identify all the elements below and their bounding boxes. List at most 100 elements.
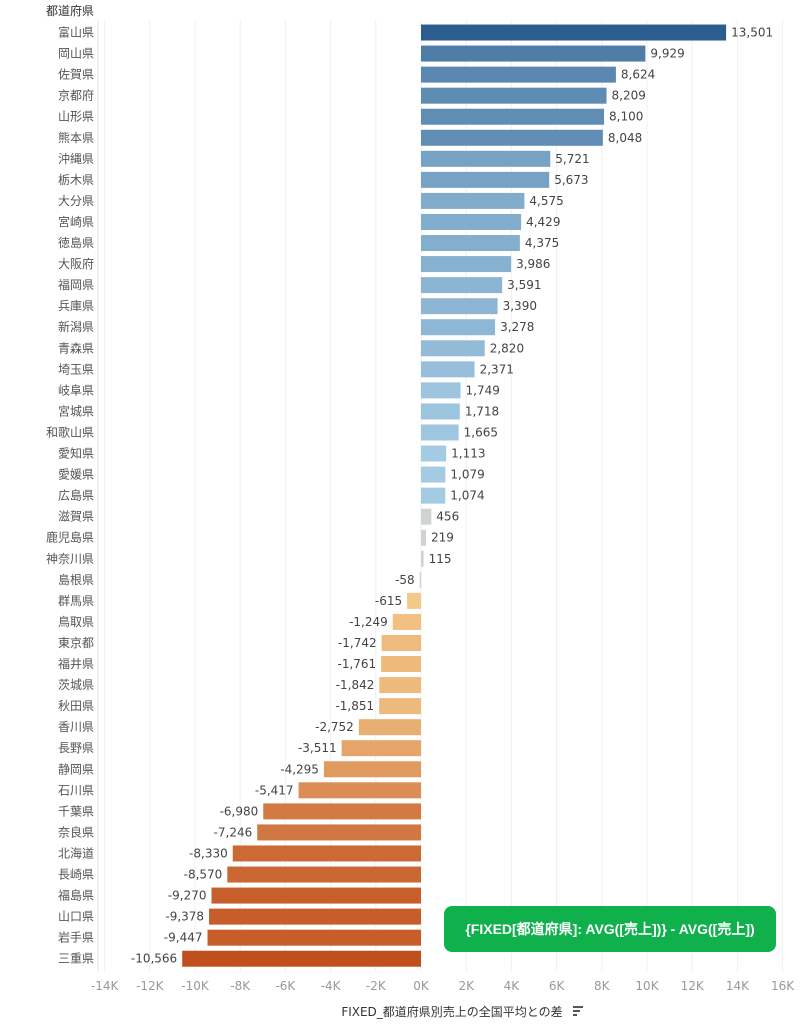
bar[interactable] (421, 340, 485, 357)
bar-row[interactable]: 茨城県 -1,842 (58, 677, 421, 694)
bar-row[interactable]: 静岡県 -4,295 (58, 761, 421, 778)
bar-row[interactable]: 神奈川県 115 (46, 550, 452, 567)
bar-row[interactable]: 山口県 -9,378 (58, 908, 421, 925)
bar[interactable] (341, 740, 421, 757)
bar-row[interactable]: 秋田県 -1,851 (58, 698, 421, 715)
bar[interactable] (232, 845, 421, 862)
bar-row[interactable]: 岡山県 9,929 (58, 45, 685, 62)
value-label: 1,749 (466, 383, 500, 397)
bar[interactable] (257, 824, 421, 841)
bar-row[interactable]: 和歌山県 1,665 (46, 424, 498, 441)
bar[interactable] (407, 592, 421, 609)
bar[interactable] (421, 87, 607, 104)
bar-row[interactable]: 埼玉県 2,371 (58, 361, 514, 378)
bar[interactable] (421, 361, 475, 378)
bar[interactable] (381, 634, 421, 651)
value-label: -1,742 (338, 636, 377, 650)
bar-row[interactable]: 千葉県 -6,980 (58, 803, 421, 820)
bar[interactable] (421, 298, 498, 315)
bar-row[interactable]: 石川県 -5,417 (58, 782, 421, 799)
bar[interactable] (421, 213, 522, 230)
bar[interactable] (323, 761, 421, 778)
bar-row[interactable]: 長崎県 -8,570 (58, 866, 421, 883)
bar-row[interactable]: 長野県 -3,511 (58, 740, 421, 757)
bar[interactable] (421, 45, 646, 62)
bar[interactable] (421, 508, 432, 525)
bar-row[interactable]: 福島県 -9,270 (58, 887, 421, 904)
bar-row[interactable]: 群馬県 -615 (58, 592, 421, 609)
bar[interactable] (421, 129, 603, 146)
bar-row[interactable]: 山形県 8,100 (58, 108, 643, 125)
bar[interactable] (421, 256, 512, 273)
bar[interactable] (211, 887, 421, 904)
bar-row[interactable]: 岩手県 -9,447 (58, 929, 421, 946)
bar[interactable] (207, 929, 421, 946)
value-label: 1,665 (464, 425, 498, 439)
bar-row[interactable]: 宮崎県 4,429 (58, 213, 560, 230)
bar[interactable] (421, 235, 520, 252)
bar[interactable] (421, 424, 459, 441)
bar-row[interactable]: 富山県 13,501 (58, 24, 773, 41)
bar-row[interactable]: 鹿児島県 219 (46, 529, 454, 546)
bar-row[interactable]: 愛知県 1,113 (58, 445, 486, 462)
category-label: 群馬県 (58, 594, 94, 608)
bar[interactable] (421, 466, 446, 483)
bar[interactable] (421, 550, 424, 567)
bar[interactable] (182, 950, 421, 967)
bar-row[interactable]: 滋賀県 456 (58, 508, 459, 525)
category-label: 岡山県 (58, 47, 94, 61)
bar[interactable] (421, 445, 447, 462)
bar[interactable] (379, 677, 421, 694)
bar[interactable] (263, 803, 421, 820)
bar-row[interactable]: 宮城県 1,718 (58, 403, 499, 420)
bar-row[interactable]: 東京都 -1,742 (58, 634, 421, 651)
bar-row[interactable]: 栃木県 5,673 (58, 171, 589, 188)
bar[interactable] (421, 192, 525, 209)
bar[interactable] (421, 150, 551, 167)
bar[interactable] (421, 487, 446, 504)
bar[interactable] (421, 529, 426, 546)
bar-row[interactable]: 北海道 -8,330 (58, 845, 421, 862)
bar-row[interactable]: 香川県 -2,752 (58, 719, 421, 736)
bar-row[interactable]: 新潟県 3,278 (58, 319, 534, 336)
bar-row[interactable]: 福岡県 3,591 (58, 277, 542, 294)
bar[interactable] (421, 319, 496, 336)
bar-row[interactable]: 兵庫県 3,390 (58, 298, 537, 315)
bar[interactable] (421, 277, 503, 294)
value-label: 8,048 (608, 131, 642, 145)
bar-row[interactable]: 沖縄県 5,721 (58, 150, 590, 167)
bar-row[interactable]: 青森県 2,820 (58, 340, 524, 357)
x-tick-label: 6K (549, 979, 566, 993)
x-tick-label: -14K (91, 979, 120, 993)
value-label: 2,371 (480, 362, 514, 376)
bar-row[interactable]: 徳島県 4,375 (58, 235, 559, 252)
bar-row[interactable]: 大分県 4,575 (58, 192, 564, 209)
bar-row[interactable]: 愛媛県 1,079 (58, 466, 485, 483)
bar[interactable] (419, 571, 422, 588)
bar-row[interactable]: 島根県 -58 (58, 571, 422, 588)
bar[interactable] (227, 866, 421, 883)
bar-row[interactable]: 熊本県 8,048 (58, 129, 642, 146)
bar[interactable] (298, 782, 421, 799)
bar-row[interactable]: 佐賀県 8,624 (58, 66, 655, 83)
bar-row[interactable]: 京都府 8,209 (58, 87, 646, 104)
bar[interactable] (381, 656, 421, 673)
bar-row[interactable]: 三重県 -10,566 (58, 950, 421, 967)
bar[interactable] (392, 613, 421, 630)
bar[interactable] (358, 719, 421, 736)
bar[interactable] (421, 382, 461, 399)
bar[interactable] (379, 698, 421, 715)
bar-row[interactable]: 福井県 -1,761 (58, 656, 421, 673)
bar[interactable] (209, 908, 421, 925)
bar[interactable] (421, 66, 616, 83)
bar-row[interactable]: 広島県 1,074 (58, 487, 485, 504)
bar-row[interactable]: 大阪府 3,986 (58, 256, 550, 273)
bar[interactable] (421, 171, 550, 188)
sort-descending-icon[interactable] (573, 1006, 583, 1016)
bar-row[interactable]: 岐阜県 1,749 (58, 382, 500, 399)
bar-row[interactable]: 奈良県 -7,246 (58, 824, 421, 841)
bar[interactable] (421, 24, 727, 41)
bar-row[interactable]: 鳥取県 -1,249 (58, 613, 421, 630)
bar[interactable] (421, 108, 605, 125)
bar[interactable] (421, 403, 460, 420)
